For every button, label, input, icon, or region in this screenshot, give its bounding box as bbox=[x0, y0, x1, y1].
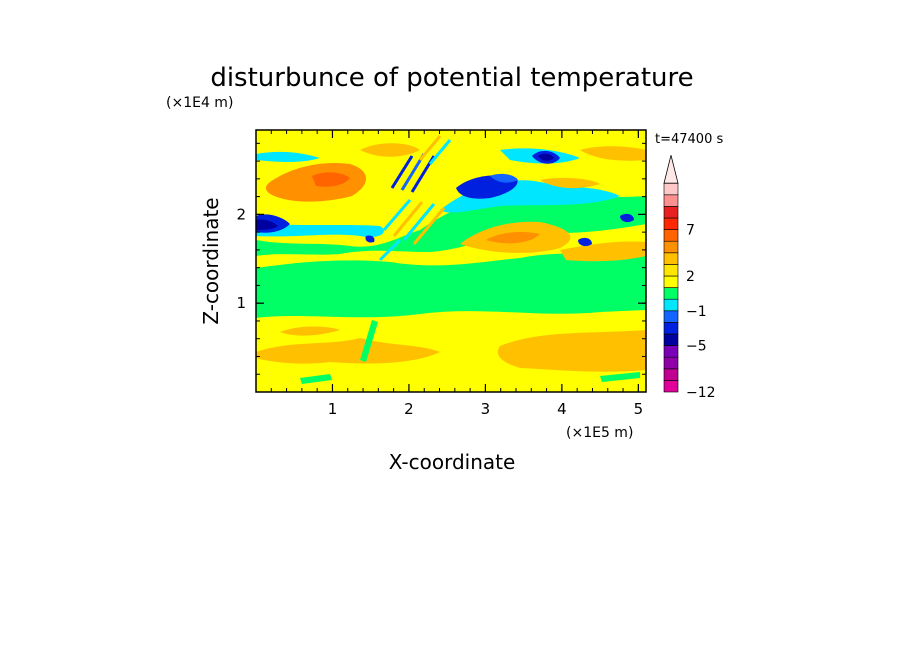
warm-patch-top bbox=[360, 143, 646, 161]
cold-anomaly-center-2 bbox=[490, 173, 518, 183]
x-axis-ticks: 1 2 3 4 5 bbox=[270, 130, 644, 418]
x-tick-label: 1 bbox=[328, 400, 338, 418]
patch-orange-low-1 bbox=[256, 338, 440, 364]
colorbar-swatch bbox=[663, 217, 679, 230]
y-unit-label: (×1E4 m) bbox=[166, 95, 233, 111]
colorbar-extend-arrow bbox=[663, 155, 679, 184]
colorbar: 7 2 −1 −5 −12 bbox=[663, 155, 716, 401]
plot-area bbox=[256, 130, 646, 392]
colorbar-swatch bbox=[663, 298, 679, 312]
x-unit-label: (×1E5 m) bbox=[566, 425, 633, 441]
upper-green-middle bbox=[256, 194, 646, 256]
y-tick-label: 2 bbox=[236, 205, 246, 223]
colorbar-label: 7 bbox=[686, 223, 695, 239]
colorbar-label: −1 bbox=[686, 304, 707, 320]
cold-anomaly-left-core bbox=[256, 219, 278, 230]
warm-anomaly-left-core bbox=[312, 172, 350, 187]
band-lower-yellow bbox=[256, 310, 646, 392]
colorbar-label: 2 bbox=[686, 269, 695, 285]
warm-patch-upper-right bbox=[540, 177, 600, 189]
colorbar-swatch bbox=[663, 322, 679, 335]
colorbar-swatch bbox=[663, 380, 679, 393]
x-tick-label: 5 bbox=[634, 400, 644, 418]
colorbar-swatch bbox=[663, 310, 679, 323]
y-axis-ticks: 12 bbox=[236, 142, 646, 375]
wave-streaks bbox=[378, 135, 452, 262]
y-axis-label: Z-coordinate bbox=[199, 197, 223, 324]
upper-cyan-4 bbox=[256, 151, 320, 162]
warm-patch-mid-right bbox=[560, 241, 646, 262]
colorbar-swatch bbox=[663, 252, 679, 265]
colorbar-swatch bbox=[663, 264, 679, 277]
colorbar-label: −12 bbox=[686, 385, 716, 401]
cold-anomaly-top-right-core bbox=[538, 153, 554, 161]
upper-cyan-1 bbox=[256, 224, 384, 238]
patch-orange-low-2 bbox=[497, 330, 646, 372]
colorbar-swatch bbox=[663, 240, 679, 254]
colorbar-label: −5 bbox=[686, 339, 707, 355]
x-tick-label: 4 bbox=[557, 400, 567, 418]
y-tick-label: 1 bbox=[236, 294, 246, 312]
colorbar-swatch bbox=[663, 182, 679, 196]
plot-frame bbox=[255, 129, 647, 393]
colorbar-swatch bbox=[663, 206, 679, 219]
x-axis-label: X-coordinate bbox=[389, 450, 516, 474]
colorbar-swatch bbox=[663, 345, 679, 358]
colorbar-swatch bbox=[663, 287, 679, 300]
x-tick-label: 3 bbox=[481, 400, 491, 418]
colorbar-swatch bbox=[663, 229, 679, 242]
colorbar-swatch bbox=[663, 194, 679, 207]
chart-title: disturbunce of potential temperature bbox=[210, 63, 693, 93]
low-green-streaks bbox=[300, 320, 640, 384]
x-tick-label: 2 bbox=[404, 400, 414, 418]
warm-anomaly-center-core bbox=[486, 232, 540, 244]
colorbar-swatch bbox=[663, 368, 679, 381]
colorbar-swatch bbox=[663, 275, 679, 288]
time-label: t=47400 s bbox=[655, 132, 723, 147]
patch-orange-low-3 bbox=[280, 326, 340, 336]
colorbar-swatch bbox=[663, 333, 679, 346]
colorbar-swatch bbox=[663, 356, 679, 370]
